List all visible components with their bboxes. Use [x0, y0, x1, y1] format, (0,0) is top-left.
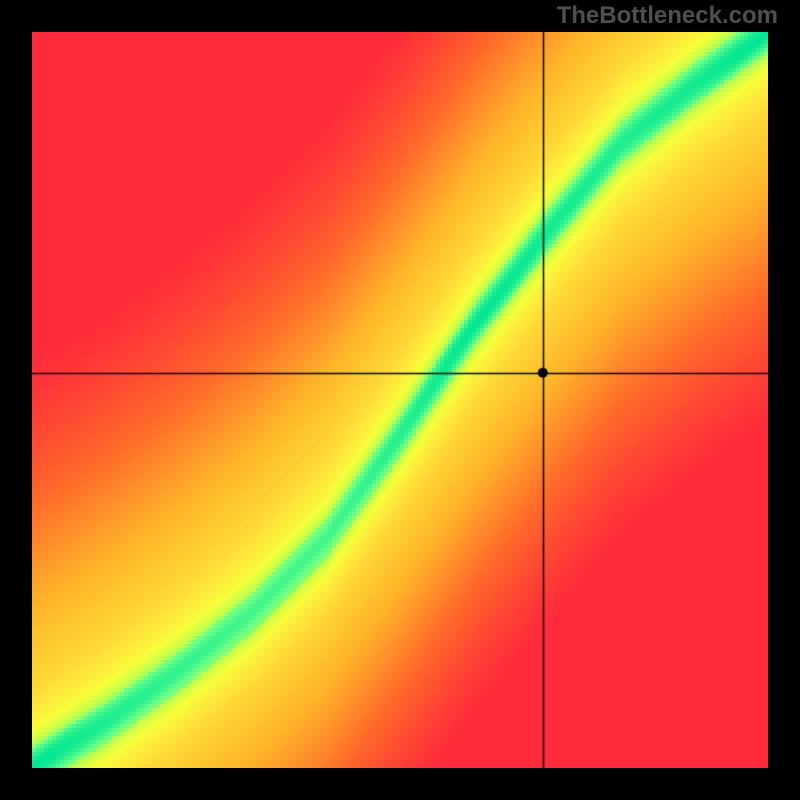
- chart-container: { "attribution": { "text": "TheBottlenec…: [0, 0, 800, 800]
- bottleneck-heatmap: [32, 32, 768, 768]
- attribution-text: TheBottleneck.com: [557, 2, 778, 30]
